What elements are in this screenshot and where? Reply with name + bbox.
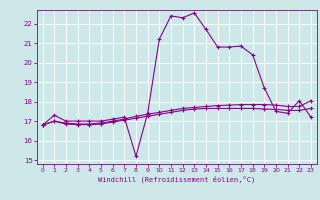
X-axis label: Windchill (Refroidissement éolien,°C): Windchill (Refroidissement éolien,°C) (98, 176, 255, 183)
